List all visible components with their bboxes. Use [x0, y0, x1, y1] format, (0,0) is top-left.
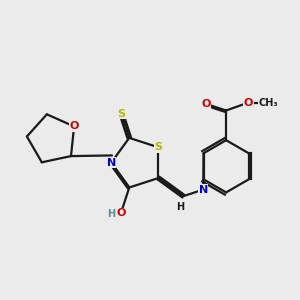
Text: S: S — [154, 142, 162, 152]
Text: O: O — [69, 122, 79, 131]
Text: N: N — [106, 158, 116, 168]
Text: H: H — [176, 202, 184, 212]
Text: H: H — [106, 209, 115, 219]
Text: N: N — [199, 184, 208, 195]
Text: CH₃: CH₃ — [259, 98, 278, 107]
Text: O: O — [202, 99, 211, 109]
Text: S: S — [117, 109, 125, 119]
Text: O: O — [244, 98, 253, 107]
Text: O: O — [116, 208, 125, 218]
